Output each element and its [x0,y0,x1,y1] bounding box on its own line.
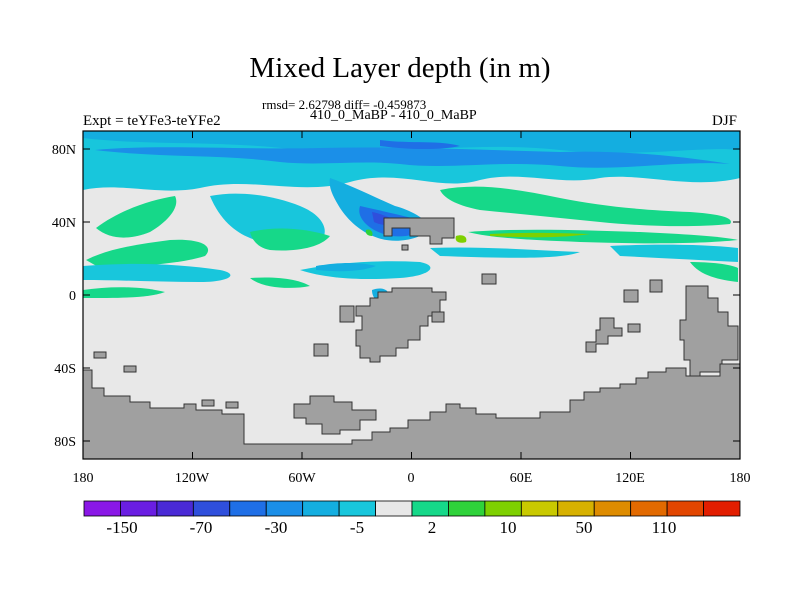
colorbar-label: 10 [500,518,517,537]
small-green-spot [365,229,373,236]
west-green-strip [83,287,165,298]
land-maritime-2 [649,279,663,293]
land-small-islet [627,323,641,333]
colorbar-swatch [557,500,595,517]
colorbar-swatch [448,500,486,517]
land-antarctica [82,363,741,460]
land-south-georgia [293,395,377,435]
colorbar-swatch [375,500,413,517]
y-tick-label: 80S [54,435,76,450]
colorbar-swatch [630,500,668,517]
land-maritime-1 [623,289,639,303]
colorbar-swatch [484,500,522,517]
land-madagascar [431,311,445,323]
colorbar-swatch [83,500,121,517]
land-africa [355,287,447,363]
map-subtitle: 410_0_MaBP - 410_0_MaBP [310,108,477,123]
arctic-blue-band [83,131,740,153]
land-indian-ocean-islands [585,317,623,353]
x-tick-label: 180 [73,471,94,486]
colorbar-swatch [411,500,449,517]
land-antarctic-islet [201,399,215,407]
x-tick-label: 120E [615,471,645,486]
colorbar-swatch [156,500,194,517]
colorbar-label: -5 [350,518,364,537]
map-title: Mixed Layer depth (in m) [249,52,551,84]
colorbar-swatch [520,500,559,517]
x-tick-label: 60W [288,471,316,486]
colorbar-swatch [302,500,340,517]
northwest-green-patch [96,196,177,238]
colorbar-label: 110 [652,518,677,537]
x-tick-marks [82,131,741,459]
y-tick-labels: 80N 40N 0 40S 80S [52,143,76,450]
y-tick-label: 80N [52,143,76,158]
colorbar-label: -30 [265,518,288,537]
colorbar-labels: -150 -70 -30 -5 2 10 50 110 [106,518,676,537]
colorbar-label: -70 [190,518,213,537]
land-antarctic-islet-2 [225,401,239,409]
y-tick-label: 0 [69,289,76,304]
y-tick-label: 40S [54,362,76,377]
land-small-island [401,244,409,251]
colorbar-label: 50 [576,518,593,537]
rmsd-diff-stats: rmsd= 2.62798 diff= -0.459873 [262,97,427,112]
land-pacific-islet [93,351,107,359]
tropical-cyan-band [83,263,231,282]
land-atlantic-island [339,305,355,323]
colorbar-swatch [192,500,231,517]
experiment-label: Expt = teYFe3-teYFe2 [83,113,221,129]
colorbar-label: 2 [428,518,437,537]
land-mask [82,217,741,460]
colorbar-swatch [593,500,632,517]
equatorial-blue-band [316,263,376,272]
colorbar-swatch [229,500,267,517]
colorbar-swatch [120,500,158,517]
x-tick-label: 0 [408,471,415,486]
central-cyan-streak [430,247,580,258]
colorbar-swatch [666,500,704,517]
small-yellow-spot [455,235,467,243]
y-tick-label: 40N [52,216,76,231]
east-green-edge [690,262,738,282]
colorbar-swatch [265,500,304,517]
season-label: DJF [712,113,738,129]
eurasian-green-band [440,186,731,227]
x-tick-labels: 180 120W 60W 0 60E 120E 180 [73,471,751,486]
land-arabia [481,273,497,285]
arctic-deep-patch [380,140,460,149]
colorbar-swatch [338,500,376,517]
pacific-green-strip [250,277,310,288]
x-tick-label: 180 [730,471,751,486]
y-tick-marks [83,148,740,442]
midlat-yellow-streak [490,232,590,238]
x-tick-label: 120W [175,471,210,486]
arctic-dark-band [95,147,730,168]
field-layer [83,131,740,302]
colorbar-label: -150 [106,518,137,537]
colorbar [83,500,741,517]
colorbar-swatch [703,500,741,517]
x-tick-label: 60E [510,471,533,486]
land-europe [383,217,455,245]
land-south-atlantic-island [313,343,329,357]
land-pacific-islet-2 [123,365,137,373]
east-cyan-streak [610,244,738,262]
tropical-green-band [86,239,209,268]
north-pacific-green [250,228,330,251]
